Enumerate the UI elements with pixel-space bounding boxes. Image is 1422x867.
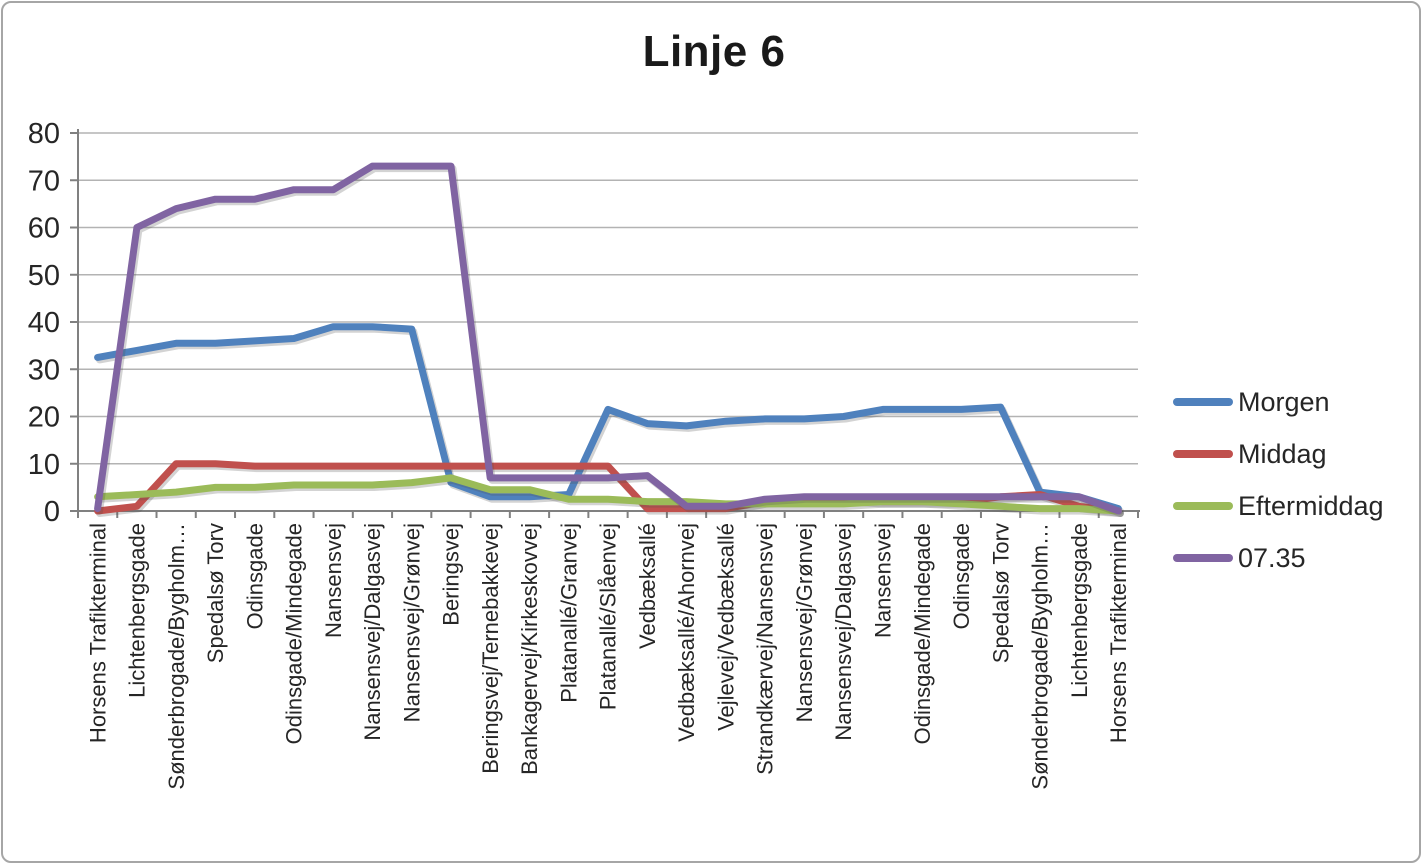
x-tick-label: Nansensvej/Dalgasvej xyxy=(360,523,385,741)
x-tick-label: Odinsgade/Mindegade xyxy=(910,523,935,744)
x-tick-label: Spedalsø Torv xyxy=(988,523,1013,663)
x-tick-label: Nansensvej/Grønvej xyxy=(399,523,424,722)
x-tick-label: Spedalsø Torv xyxy=(203,523,228,663)
x-tick-label: Horsens Trafikterminal xyxy=(1106,523,1131,743)
legend-label-eftermiddag: Eftermiddag xyxy=(1238,490,1384,521)
y-tick-label: 30 xyxy=(28,354,60,386)
x-tick-label: Sønderbrogade/Bygholm… xyxy=(1028,523,1053,790)
y-tick-label: 50 xyxy=(28,260,60,292)
x-tick-label: Nansensvej xyxy=(321,523,346,638)
legend: Morgen Middag Eftermiddag 07.35 xyxy=(1173,376,1413,584)
x-tick-label: Beringsvej/Ternebakkevej xyxy=(478,523,503,774)
legend-item-0735[interactable]: 07.35 xyxy=(1173,532,1413,584)
x-tick-label: Lichtenbergsgade xyxy=(1067,523,1092,698)
x-tick-label: Strandkærvej/Nansensvej xyxy=(753,523,778,775)
legend-label-middag: Middag xyxy=(1238,438,1327,469)
x-tick-label: Lichtenbergsgade xyxy=(125,523,150,698)
x-tick-label: Sønderbrogade/Bygholm… xyxy=(164,523,189,790)
x-tick-label: Odinsgade/Mindegade xyxy=(282,523,307,744)
y-tick-label: 70 xyxy=(28,165,60,197)
y-tick-label: 40 xyxy=(28,307,60,339)
x-tick-label: Platanallé/Slåenvej xyxy=(596,523,621,710)
x-tick-label: Odinsgade xyxy=(242,523,267,629)
x-tick-label: Beringsvej xyxy=(439,523,464,626)
x-tick-label: Odinsgade xyxy=(949,523,974,629)
y-tick-label: 0 xyxy=(44,496,60,528)
x-tick-label: Nansensvej xyxy=(871,523,896,638)
series-line-eftermiddag[interactable] xyxy=(94,474,1122,515)
x-tick-label: Bankagervej/Kirkeskovvej xyxy=(517,523,542,775)
0735-line-swatch xyxy=(1173,554,1233,562)
y-tick-label: 80 xyxy=(28,118,60,150)
legend-label-0735: 07.35 xyxy=(1238,542,1306,573)
series-line-morgen[interactable] xyxy=(94,323,1122,513)
x-tick-label: Nansensvej/Dalgasvej xyxy=(831,523,856,741)
x-tick-label: Vejlevej/Vedbæksallé xyxy=(713,523,738,731)
legend-item-morgen[interactable]: Morgen xyxy=(1173,376,1413,428)
x-tick-label: Vedbæksallé xyxy=(635,523,660,649)
legend-item-middag[interactable]: Middag xyxy=(1173,428,1413,480)
x-tick-label: Platanallé/Granvej xyxy=(556,523,581,703)
y-tick-label: 20 xyxy=(28,402,60,434)
series-line-0735[interactable] xyxy=(94,162,1122,515)
x-tick-label: Horsens Trafikterminal xyxy=(85,523,110,743)
x-tick-label: Vedbæksallé/Ahornvej xyxy=(674,523,699,742)
eftermiddag-line-swatch xyxy=(1173,502,1233,510)
plot-area: 0 10 20 30 40 50 60 70 80 Horsens Trafikterminal L… xyxy=(28,118,1140,790)
y-tick-label: 10 xyxy=(28,449,60,481)
x-tick-label: Nansensvej/Grønvej xyxy=(792,523,817,722)
morgen-line-swatch xyxy=(1173,398,1233,406)
middag-line-swatch xyxy=(1173,450,1233,458)
legend-label-morgen: Morgen xyxy=(1238,386,1330,417)
chart-title: Linje 6 xyxy=(642,27,786,76)
legend-item-eftermiddag[interactable]: Eftermiddag xyxy=(1173,480,1413,532)
y-tick-label: 60 xyxy=(28,213,60,245)
